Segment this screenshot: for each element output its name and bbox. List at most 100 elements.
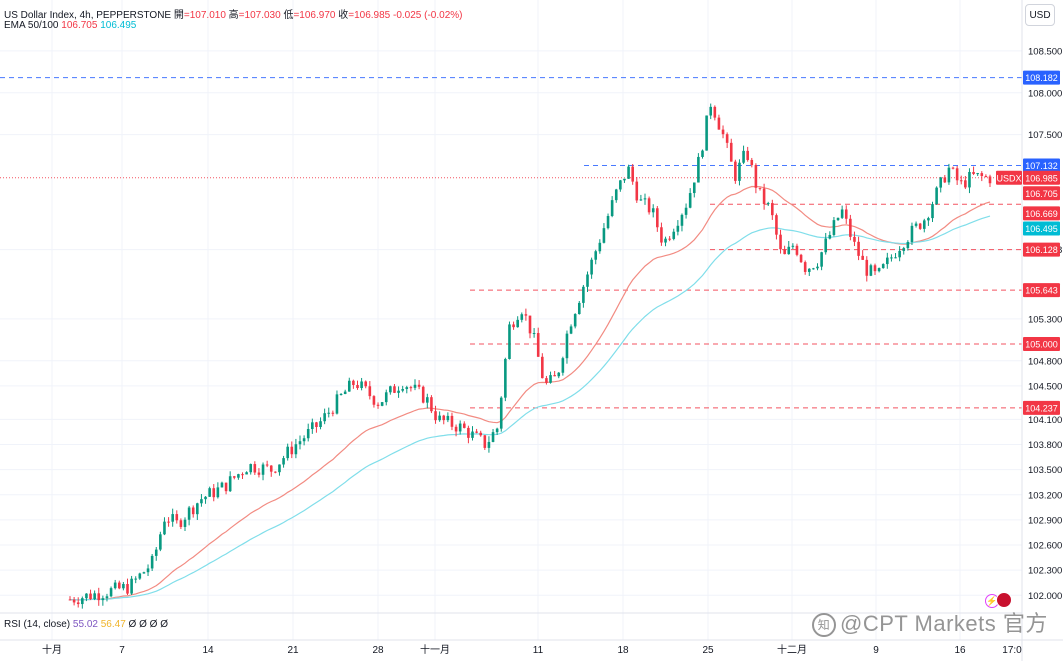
candle <box>302 435 306 446</box>
candle <box>943 174 947 184</box>
candle <box>512 321 515 330</box>
candle <box>282 455 285 468</box>
candle <box>487 436 491 453</box>
candle <box>483 435 487 450</box>
candle <box>232 475 236 480</box>
candle <box>126 578 129 596</box>
candle <box>224 482 228 495</box>
candle <box>549 371 552 384</box>
candle <box>964 176 967 190</box>
svg-text:106.985: 106.985 <box>1025 173 1058 183</box>
candle <box>799 253 803 263</box>
candle <box>253 461 257 475</box>
candle <box>812 267 815 270</box>
candle <box>602 223 606 244</box>
candle <box>688 188 692 209</box>
us-flag-icon[interactable] <box>996 592 1012 608</box>
candle <box>886 252 889 269</box>
time-tick-label: 十一月 <box>420 643 450 656</box>
candle <box>651 204 655 218</box>
price-label: 106.669 <box>1023 206 1060 221</box>
symbol-legend: US Dollar Index, 4h, PEPPERSTONE 開=107.0… <box>4 6 463 21</box>
candle <box>672 228 676 241</box>
svg-text:106.705: 106.705 <box>1025 189 1058 199</box>
symbol-title: US Dollar Index, 4h, PEPPERSTONE <box>4 10 172 21</box>
candle <box>775 213 778 240</box>
candle <box>541 353 544 379</box>
price-tick-label: 103.200 <box>1028 490 1062 501</box>
ema-label: EMA 50/100 <box>4 20 59 31</box>
rsi-legend[interactable]: RSI (14, close) 55.02 56.47 Ø Ø Ø Ø <box>4 619 168 630</box>
candle <box>187 505 191 526</box>
candle <box>159 531 162 552</box>
candle <box>713 105 717 121</box>
candle <box>343 389 347 395</box>
candle <box>750 157 754 168</box>
candle <box>93 590 96 601</box>
candle <box>623 178 626 183</box>
candle <box>167 517 170 527</box>
candle <box>130 575 133 595</box>
candle <box>376 402 380 409</box>
candle <box>705 115 708 151</box>
candle <box>134 576 138 584</box>
candle <box>766 201 770 207</box>
price-tick-label: 104.800 <box>1028 356 1062 367</box>
candle <box>298 435 302 450</box>
candle <box>450 412 454 431</box>
candle <box>922 218 926 233</box>
candle <box>738 159 741 186</box>
candle <box>380 401 384 407</box>
candle <box>438 411 441 422</box>
candle <box>959 175 963 185</box>
svg-text:106.669: 106.669 <box>1025 209 1058 219</box>
candle <box>208 486 211 497</box>
low-label: 低 <box>283 10 294 21</box>
price-tick-label: 103.800 <box>1028 440 1062 451</box>
candle <box>245 471 248 475</box>
candle <box>734 159 737 184</box>
candle <box>241 472 244 480</box>
candle <box>311 418 314 434</box>
candle <box>389 385 392 395</box>
close-label: 收 <box>338 10 349 21</box>
candle <box>278 464 281 476</box>
candle <box>504 357 507 402</box>
candle <box>590 257 593 279</box>
candle <box>807 268 811 276</box>
candle <box>610 196 614 218</box>
candle <box>914 221 918 228</box>
svg-text:105.000: 105.000 <box>1025 340 1058 350</box>
currency-button[interactable]: USD <box>1025 4 1055 26</box>
candle <box>274 471 277 474</box>
svg-text:107.132: 107.132 <box>1025 161 1058 171</box>
symbol-tag: USDX <box>996 170 1022 185</box>
watermark: 知 @CPT Markets 官方 <box>812 606 1048 638</box>
candle <box>980 171 984 182</box>
candle <box>844 205 848 224</box>
price-tick-label: 102.000 <box>1028 591 1062 602</box>
svg-text:106.495: 106.495 <box>1025 224 1058 234</box>
candle <box>81 596 84 609</box>
candle <box>684 203 688 219</box>
candle <box>828 231 832 240</box>
candle <box>200 494 203 507</box>
candle <box>475 428 478 434</box>
candle <box>758 187 762 191</box>
candle <box>881 263 885 269</box>
candle <box>660 222 663 246</box>
candle <box>972 166 975 176</box>
candle <box>524 308 528 321</box>
price-tick-label: 103.500 <box>1028 465 1062 476</box>
candle <box>606 213 610 230</box>
candle <box>117 580 121 590</box>
candle <box>791 243 795 250</box>
candle <box>803 260 807 275</box>
candle <box>890 254 893 262</box>
candle <box>237 473 240 480</box>
time-tick-label: 25 <box>702 645 714 656</box>
ema-legend[interactable]: EMA 50/100 106.705 106.495 <box>4 20 136 31</box>
candle <box>840 205 844 220</box>
